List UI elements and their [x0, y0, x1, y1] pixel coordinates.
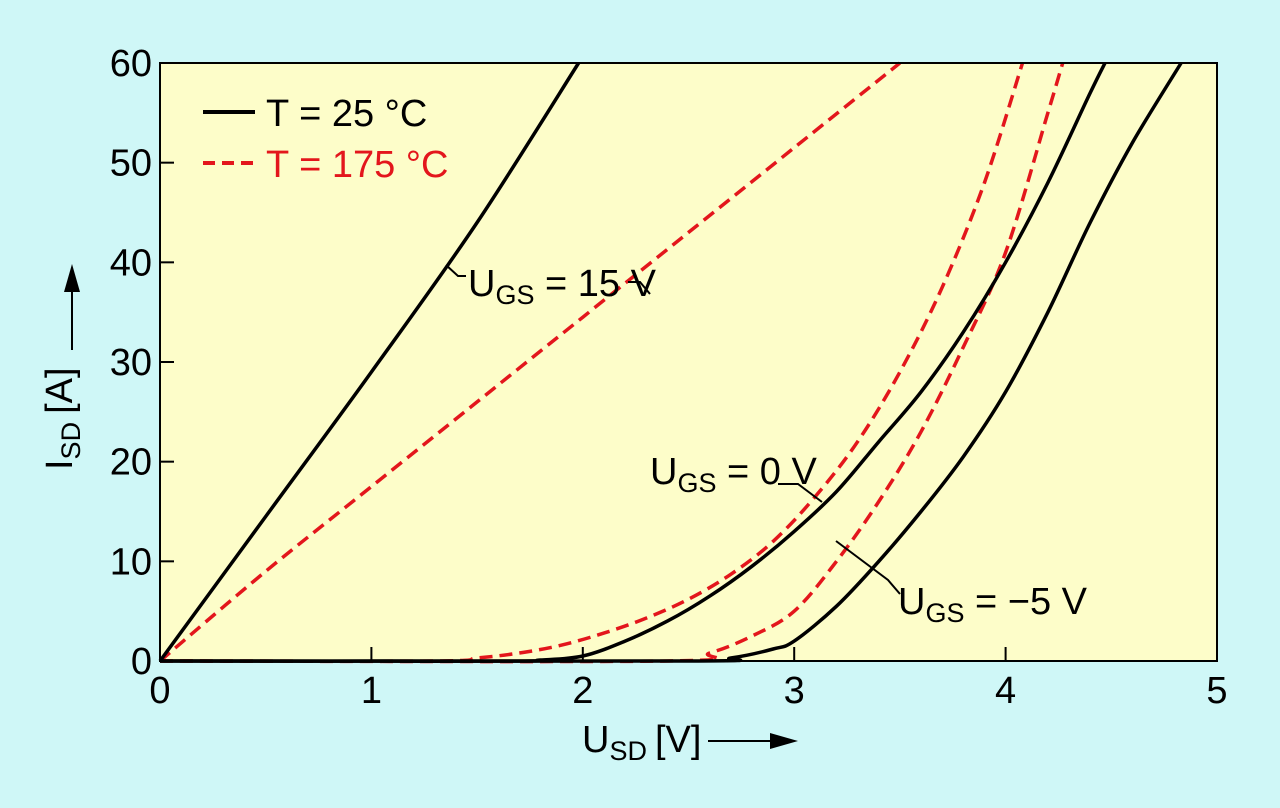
annotation-ugs-0v-rest: = 0 V [716, 451, 817, 493]
y-axis-label-unit: [A] [39, 367, 81, 413]
annotation-ugs-0v-main: U [650, 451, 677, 493]
y-tick-label-3: 30 [110, 342, 152, 384]
annotation-ugs-15v: UGS = 15 V [445, 263, 657, 310]
annotation-ugs-minus5v-sub: GS [925, 598, 964, 628]
legend-label-175c: T = 175 °C [266, 144, 448, 186]
x-tick-label-4: 4 [995, 670, 1016, 712]
annotation-ugs-15v-main: U [468, 263, 495, 305]
x-axis-label-sub: SD [609, 736, 647, 766]
y-tick-label-0: 0 [131, 641, 152, 683]
y-tick-label-2: 20 [110, 442, 152, 484]
annotation-ugs-0v: UGS = 0 V [650, 451, 823, 503]
y-axis-label-sub: SD [56, 422, 86, 460]
annotation-ugs-minus5v-main: U [898, 581, 925, 623]
svg-text:UGS = −5 V: UGS = −5 V [898, 581, 1088, 628]
x-axis-arrow [708, 733, 798, 749]
y-tick-label-4: 40 [110, 242, 152, 284]
annotation-ugs-minus5v-rest: = −5 V [964, 581, 1087, 623]
series-line-3 [159, 62, 1025, 663]
legend-label-25c: T = 25 °C [266, 93, 427, 135]
x-axis-label: USD [V] [582, 719, 701, 766]
annotation-ugs-minus5v: UGS = −5 V [835, 540, 1088, 628]
x-tick-label-2: 2 [572, 670, 593, 712]
annotation-ugs-15v-sub: GS [495, 280, 534, 310]
plot-area [160, 63, 1217, 661]
y-tick-label-5: 50 [110, 143, 152, 185]
x-tick-label-3: 3 [784, 670, 805, 712]
x-tick-label-5: 5 [1206, 670, 1227, 712]
x-axis-label-main: U [582, 719, 609, 761]
x-axis-label-unit: [V] [655, 719, 701, 761]
svg-text:UGS = 0 V: UGS = 0 V [650, 451, 817, 498]
series-line-1 [158, 61, 901, 663]
x-tick-label-1: 1 [361, 670, 382, 712]
svg-text:UGS = 15 V: UGS = 15 V [468, 263, 657, 310]
y-axis-label: ISD [A] [39, 367, 86, 470]
annotation-ugs-0v-sub: GS [677, 468, 716, 498]
svg-text:ISD[A]: ISD [A] [39, 367, 86, 470]
legend: T = 25 °C T = 175 °C [203, 93, 448, 186]
y-tick-label-6: 60 [110, 43, 152, 85]
x-tick-label-0: 0 [149, 670, 170, 712]
annotation-ugs-15v-rest: = 15 V [534, 263, 656, 305]
series-line-0 [158, 62, 581, 663]
y-tick-label-1: 10 [110, 541, 152, 583]
y-axis-arrow [64, 264, 80, 350]
y-axis-label-main: I [39, 459, 81, 470]
